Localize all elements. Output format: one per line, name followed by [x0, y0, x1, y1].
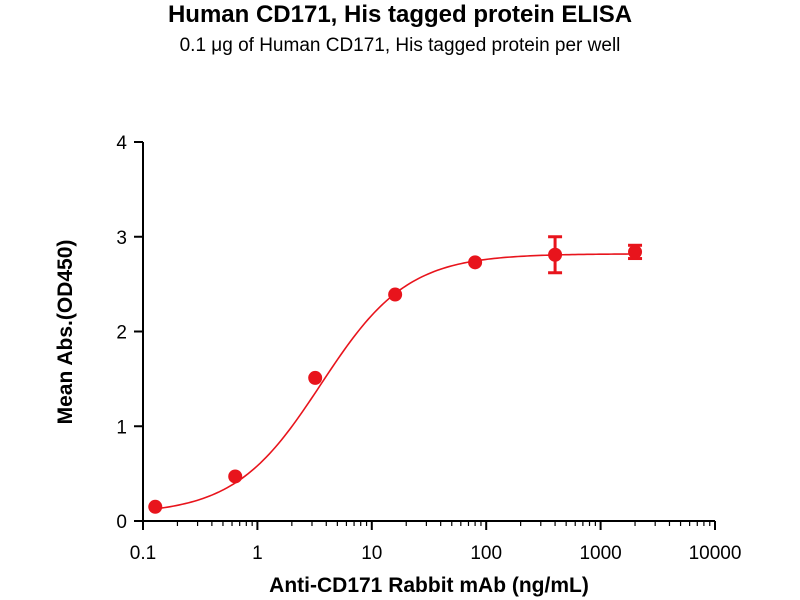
- y-tick-label: 3: [116, 228, 127, 249]
- data-point: [468, 255, 483, 270]
- y-tick-label: 0: [116, 512, 127, 533]
- data-point: [228, 469, 243, 484]
- x-tick-label: 0.1: [130, 543, 156, 564]
- x-axis-label: Anti-CD171 Rabbit mAb (ng/mL): [269, 574, 589, 597]
- x-tick-label: 10000: [689, 543, 742, 564]
- data-point: [388, 287, 403, 302]
- y-axis-label: Mean Abs.(OD450): [54, 240, 77, 425]
- data-points: [148, 235, 643, 514]
- x-tick-label: 100: [470, 543, 502, 564]
- chart-subtitle: 0.1 μg of Human CD171, His tagged protei…: [179, 35, 621, 56]
- y-tick-label: 2: [116, 323, 127, 344]
- x-tick-label: 1: [252, 543, 263, 564]
- x-axis-ticks: 0.1 1 10 100 1000 10000: [130, 521, 742, 564]
- x-tick-label: 10: [361, 543, 382, 564]
- data-point: [548, 247, 563, 262]
- x-tick-label: 1000: [579, 543, 621, 564]
- y-tick-label: 1: [116, 417, 127, 438]
- y-tick-label: 4: [116, 133, 127, 154]
- data-point: [308, 370, 323, 385]
- data-point: [628, 244, 643, 259]
- chart-title: Human CD171, His tagged protein ELISA: [167, 1, 633, 28]
- data-point: [148, 499, 163, 514]
- y-axis-ticks: 0 1 2 3 4: [116, 133, 143, 533]
